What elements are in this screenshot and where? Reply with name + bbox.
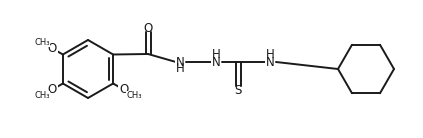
Text: O: O [119,83,128,96]
Text: CH₃: CH₃ [34,38,50,47]
Text: H: H [176,63,184,75]
Text: H: H [212,48,220,62]
Text: N: N [266,55,275,68]
Text: H: H [266,48,275,62]
Text: N: N [212,55,220,68]
Text: S: S [234,83,242,96]
Text: O: O [48,42,57,55]
Text: O: O [143,22,153,34]
Text: CH₃: CH₃ [126,91,142,100]
Text: O: O [48,83,57,96]
Text: CH₃: CH₃ [34,91,50,100]
Text: N: N [176,55,184,68]
